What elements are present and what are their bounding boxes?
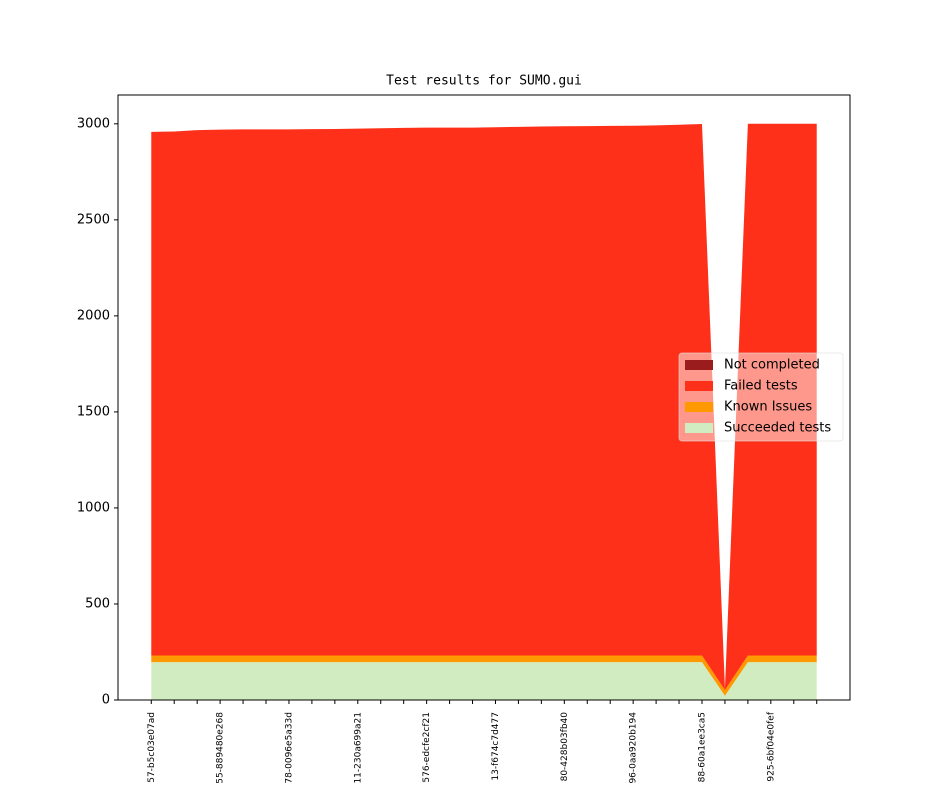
legend-swatch [685, 423, 713, 433]
x-tick-label: 57-b5c03e07ad [147, 712, 157, 783]
area [151, 662, 817, 700]
legend-swatch [685, 381, 713, 391]
x-tick-label: 78-0096e5a33d [284, 712, 294, 784]
area [151, 123, 817, 691]
x-tick-label: 576-edcfe2cf21 [422, 712, 432, 783]
y-tick-label: 1000 [77, 500, 110, 515]
y-tick-label: 2500 [77, 212, 110, 227]
area [151, 655, 817, 696]
legend-label: Failed tests [724, 379, 798, 394]
x-tick-label: 925-6bf04e0fef [766, 711, 776, 781]
y-tick-label: 0 [102, 693, 110, 708]
x-tick-label: 13-f674c7d477 [491, 712, 501, 781]
y-tick-label: 2000 [77, 308, 110, 323]
legend-box [678, 352, 844, 442]
legend-label: Succeeded tests [724, 421, 831, 436]
y-tick-label: 3000 [77, 116, 110, 131]
x-tick-label: 11-230a699a21 [353, 712, 363, 784]
legend-label: Not completed [724, 358, 820, 373]
x-tick-label: 88-60a1ee3ca5 [697, 712, 707, 782]
legend-swatch [685, 360, 713, 370]
x-tick-label: 96-0aa920b194 [629, 712, 639, 784]
y-tick-label: 1500 [77, 404, 110, 419]
x-tick-label: 80-428b03fb40 [560, 712, 570, 782]
y-tick-label: 500 [85, 596, 110, 611]
x-tick-label: 55-889480e268 [216, 712, 226, 784]
chart-title: Test results for SUMO.gui [386, 74, 582, 89]
legend-label: Known Issues [724, 400, 812, 415]
legend-swatch [685, 402, 713, 412]
plot-frame [117, 94, 851, 701]
